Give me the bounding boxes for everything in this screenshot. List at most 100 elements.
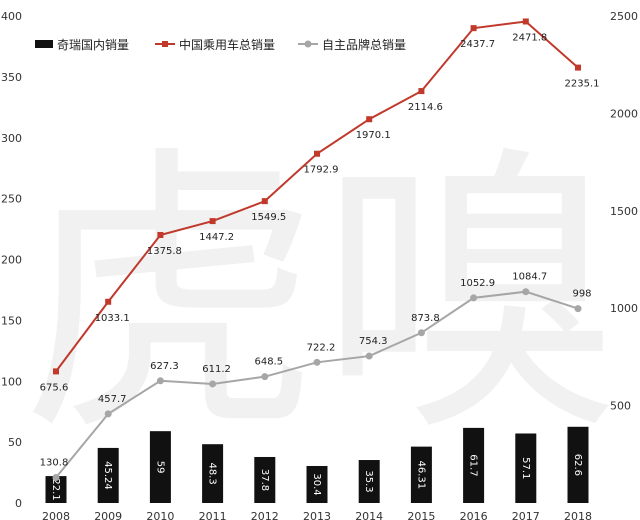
red-data-label: 1375.8: [147, 246, 182, 257]
red-point: [157, 231, 164, 238]
x-tick-label: 2015: [407, 510, 435, 520]
bar-value-label: 62.6: [572, 454, 583, 476]
left-tick-label: 350: [1, 71, 22, 84]
red-point: [209, 218, 216, 225]
bar: [202, 444, 224, 503]
bar-value-label: 37.8: [259, 469, 270, 491]
legend-marker-red: [162, 41, 168, 47]
gray-data-label: 457.7: [98, 394, 127, 405]
red-point: [53, 368, 59, 375]
red-data-label: 1549.5: [251, 212, 286, 223]
gray-point: [209, 380, 217, 388]
left-tick-label: 50: [8, 436, 22, 449]
bar: [254, 456, 276, 503]
gray-point: [522, 288, 530, 296]
red-point: [470, 25, 477, 32]
left-tick-label: 200: [1, 254, 22, 267]
bar: [463, 427, 485, 503]
bar-value-label: 30.4: [311, 473, 322, 495]
x-tick-label: 2013: [303, 510, 331, 520]
right-tick-label: 2500: [610, 10, 638, 23]
bar-value-label: 59: [154, 461, 165, 474]
red-data-label: 2471.8: [512, 32, 547, 43]
legend-label-bar: 奇瑞国内销量: [57, 38, 129, 52]
x-tick-label: 2016: [460, 510, 488, 520]
gray-point: [470, 294, 478, 302]
gray-point: [104, 410, 112, 418]
red-data-label: 2437.7: [460, 39, 495, 50]
bar-value-label: 45.24: [102, 461, 113, 490]
right-tick-label: 2000: [610, 107, 638, 120]
line-series: 130.8 457.7 627.3 611.2 648.5 722.2 754.3 873.8…: [40, 18, 600, 482]
gray-point: [417, 329, 425, 337]
right-tick-label: 1500: [610, 205, 638, 218]
x-tick-label: 2010: [146, 510, 174, 520]
red-data-label: 1970.1: [356, 130, 391, 141]
red-data-label: 1447.2: [199, 232, 234, 243]
legend-label-red-line: 中国乘用车总销量: [179, 37, 275, 52]
x-tick-label: 2009: [94, 510, 122, 520]
bar: [97, 447, 119, 503]
gray-data-label: 130.8: [40, 458, 69, 469]
legend-swatch-bar: [35, 40, 53, 48]
legend-marker-gray: [304, 40, 312, 48]
x-axis: 2008 2009 2010 2011 2012 2013 2014 2015 2016 2017…: [42, 510, 592, 520]
bar-value-label: 46.31: [415, 460, 426, 489]
gray-data-label: 1052.9: [460, 278, 495, 289]
bar-value-label: 22.1: [50, 478, 61, 500]
bar: [567, 426, 589, 503]
gray-data-label: 873.8: [411, 313, 440, 324]
gray-point: [574, 305, 582, 313]
x-tick-label: 2018: [564, 510, 592, 520]
gray-data-label: 611.2: [202, 364, 231, 375]
left-tick-label: 250: [1, 193, 22, 206]
left-tick-label: 100: [1, 375, 22, 388]
bar: [515, 433, 537, 503]
legend-label-gray-line: 自主品牌总销量: [322, 38, 406, 52]
bar: [410, 446, 432, 503]
gray-point: [52, 474, 60, 482]
bar: [45, 476, 67, 503]
bar: [358, 460, 380, 503]
gray-data-label: 627.3: [150, 361, 179, 372]
bar-series: 22.1 45.24 59 48.3 37.8 30.4 35.3 46.31 61.7 57.1…: [45, 426, 589, 503]
gray-point: [261, 373, 269, 381]
x-tick-label: 2012: [251, 510, 279, 520]
gray-data-label: 998: [572, 289, 591, 300]
gray-point: [156, 377, 164, 385]
bar-value-label: 48.3: [207, 462, 218, 484]
red-data-label: 675.6: [40, 382, 69, 393]
left-tick-label: 300: [1, 132, 22, 145]
red-point: [418, 88, 425, 95]
red-data-label: 2114.6: [408, 102, 443, 113]
right-axis: 500 1000 1500 2000 2500: [610, 10, 638, 413]
bar-value-label: 61.7: [468, 454, 479, 476]
gray-point: [313, 358, 321, 366]
red-point: [366, 116, 373, 123]
gray-data-label: 648.5: [254, 357, 283, 368]
red-point: [105, 298, 112, 305]
bar: [149, 431, 171, 503]
left-tick-label: 0: [15, 497, 22, 510]
gray-data-label: 722.2: [307, 342, 336, 353]
bar: [306, 465, 328, 503]
watermark-text: 虎嗅: [20, 122, 620, 471]
x-tick-label: 2014: [355, 510, 383, 520]
red-data-label: 1792.9: [304, 165, 339, 176]
bar-value-label: 35.3: [363, 470, 374, 492]
left-tick-label: 150: [1, 314, 22, 327]
red-point: [575, 64, 581, 71]
left-axis: 0 50 100 150 200 250 300 350 400: [1, 10, 22, 510]
legend: 奇瑞国内销量 中国乘用车总销量 自主品牌总销量: [35, 37, 406, 52]
red-point: [314, 150, 320, 157]
gray-point: [365, 352, 373, 360]
right-tick-label: 500: [610, 400, 631, 413]
gray-data-label: 1084.7: [512, 272, 547, 283]
red-data-label: 2235.1: [565, 79, 600, 90]
red-data-label: 1033.1: [95, 313, 130, 324]
x-tick-label: 2008: [42, 510, 70, 520]
gray-data-label: 754.3: [359, 336, 388, 347]
x-tick-label: 2011: [199, 510, 227, 520]
right-tick-label: 1000: [610, 302, 638, 315]
